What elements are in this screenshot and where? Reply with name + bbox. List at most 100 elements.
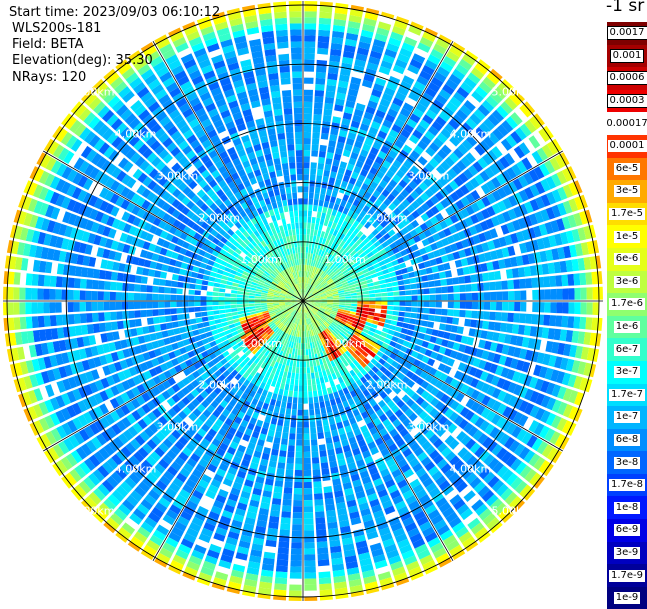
- range-gate-cell: [520, 290, 526, 300]
- range-gate-cell: [292, 518, 302, 524]
- range-gate-cell: [428, 281, 435, 287]
- range-gate-cell: [290, 572, 302, 578]
- range-gate-cell: [318, 157, 325, 164]
- range-gate-cell: [315, 511, 325, 518]
- range-gate-cell: [562, 288, 568, 299]
- range-gate-cell: [318, 42, 329, 49]
- range-gate-cell: [282, 432, 289, 439]
- range-gate-cell: [471, 284, 478, 292]
- range-gate-cell: [405, 312, 412, 317]
- range-gate-cell: [105, 322, 112, 331]
- range-gate-cell: [304, 524, 314, 530]
- range-gate-cell: [304, 180, 309, 186]
- range-gate-cell: [393, 291, 399, 295]
- range-gate-cell: [225, 293, 231, 297]
- range-gate-cell: [326, 85, 336, 92]
- range-gate-cell: [152, 309, 159, 316]
- range-gate-cell: [158, 287, 165, 294]
- range-gate-cell: [568, 302, 574, 314]
- range-gate-cell: [146, 310, 153, 317]
- range-gate-cell: [550, 302, 556, 313]
- range-gate-cell: [316, 529, 326, 536]
- range-gate-cell: [312, 451, 319, 458]
- range-gate-cell: [225, 297, 231, 300]
- range-gate-cell: [275, 571, 287, 578]
- range-gate-cell: [26, 273, 33, 285]
- range-gate-cell: [219, 293, 225, 297]
- range-gate-cell: [464, 319, 471, 327]
- range-gate-cell: [459, 285, 466, 292]
- range-gate-cell: [501, 281, 508, 290]
- range-gate-cell: [93, 269, 100, 279]
- range-gate-cell: [314, 96, 323, 103]
- range-gate-cell: [304, 78, 314, 84]
- range-gate-cell: [147, 318, 154, 325]
- range-gate-cell: [314, 499, 323, 506]
- range-gate-cell: [134, 293, 140, 300]
- range-gate-cell: [451, 325, 458, 333]
- range-gate-cell: [428, 315, 435, 321]
- range-gate-cell: [195, 307, 201, 312]
- range-gate-cell: [277, 553, 288, 560]
- range-gate-cell: [158, 309, 165, 316]
- range-gate-cell: [323, 425, 330, 432]
- range-gate-cell: [292, 530, 302, 536]
- range-gate-cell: [159, 279, 166, 286]
- range-gate-cell: [417, 308, 423, 313]
- range-gate-cell: [275, 480, 284, 487]
- range-gate-cell: [177, 282, 184, 288]
- range-gate-cell: [134, 284, 141, 292]
- range-gate-cell: [116, 282, 123, 290]
- range-gate-cell: [494, 322, 501, 331]
- range-gate-cell: [304, 548, 315, 554]
- range-gate-cell: [32, 274, 39, 286]
- range-gate-cell: [417, 289, 423, 294]
- range-gate-cell: [321, 462, 329, 469]
- range-gate-cell: [562, 302, 568, 313]
- range-gate-cell: [207, 291, 213, 295]
- range-gate-cell: [387, 292, 393, 296]
- range-gate-cell: [117, 321, 124, 330]
- range-gate-cell: [304, 572, 316, 578]
- range-gate-cell: [20, 317, 27, 329]
- range-gate-cell: [80, 290, 86, 300]
- range-gate-cell: [447, 286, 454, 293]
- range-gate-cell: [319, 24, 331, 31]
- range-gate-cell: [304, 108, 312, 114]
- range-gate-cell: [436, 302, 442, 308]
- range-gate-cell: [307, 367, 310, 373]
- range-gate-cell: [309, 397, 314, 403]
- range-gate-cell: [308, 217, 312, 223]
- range-gate-cell: [299, 385, 303, 391]
- range-gate-cell: [316, 175, 322, 182]
- range-gate-cell: [237, 301, 243, 304]
- range-gate-cell: [92, 291, 98, 300]
- range-gate-cell: [550, 289, 556, 300]
- range-gate-cell: [275, 577, 287, 584]
- range-gate-cell: [74, 290, 80, 300]
- range-gate-cell: [283, 499, 292, 506]
- range-gate-cell: [323, 115, 332, 122]
- range-gate-cell: [567, 274, 574, 286]
- range-gate-cell: [399, 291, 405, 296]
- range-gate-cell: [410, 313, 417, 319]
- range-gate-cell: [225, 305, 231, 309]
- range-gate-cell: [472, 293, 478, 301]
- range-gate-cell: [324, 486, 333, 493]
- range-gate-cell: [320, 450, 327, 457]
- range-gate-cell: [129, 274, 136, 282]
- range-gate-cell: [213, 306, 219, 310]
- range-gate-cell: [508, 291, 514, 300]
- range-gate-cell: [110, 302, 116, 310]
- range-gate-cell: [141, 276, 148, 284]
- range-gate-cell: [195, 312, 202, 317]
- range-gate-cell: [14, 272, 21, 285]
- range-gate-cell: [31, 302, 37, 314]
- range-gate-cell: [219, 306, 225, 310]
- range-gate-cell: [98, 312, 105, 321]
- range-gate-cell: [304, 198, 308, 204]
- range-gate-cell: [532, 302, 538, 312]
- range-gate-cell: [273, 492, 282, 499]
- range-gate-cell: [75, 266, 82, 276]
- range-gate-cell: [312, 144, 319, 151]
